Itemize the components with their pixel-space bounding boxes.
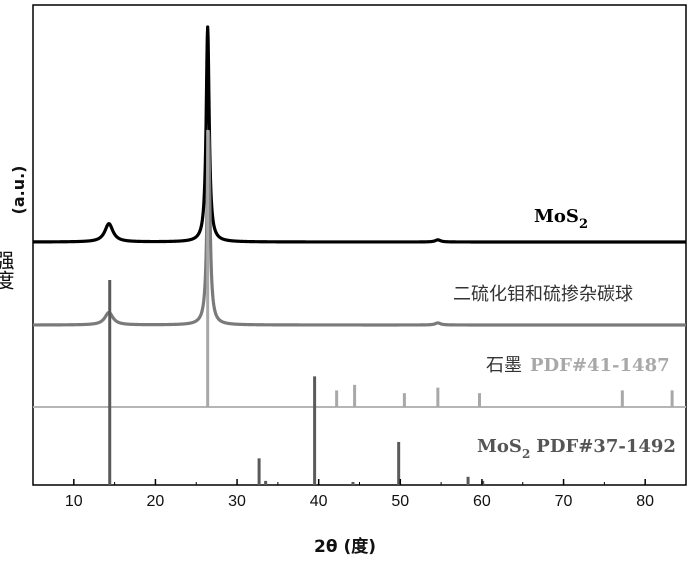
diffraction-curves [33, 27, 686, 325]
reference-label-mos2-text: MoS [477, 436, 522, 457]
x-tick-label: 60 [473, 493, 491, 510]
x-axis-ticks: 10 20 30 40 50 60 70 80 [33, 479, 686, 510]
reference-label-mos2-pdf: PDF#37-1492 [536, 436, 676, 457]
series-label-composite: 二硫化钼和硫掺杂碳球 [453, 284, 633, 305]
series-label-mos2-sub: 2 [579, 217, 588, 232]
reference-sticks [110, 130, 672, 485]
x-tick-label: 10 [65, 493, 83, 510]
series-line-mos2 [33, 27, 686, 242]
reference-label-graphite-pdf: PDF#41-1487 [530, 355, 670, 376]
reference-label-graphite: 石墨 PDF#41-1487 [486, 355, 670, 376]
x-tick-label: 30 [228, 493, 246, 510]
x-tick-label: 80 [636, 493, 654, 510]
reference-label-graphite-name: 石墨 [486, 355, 522, 376]
x-tick-label: 70 [555, 493, 573, 510]
y-axis-title: 强度 [0, 250, 15, 290]
x-tick-label: 40 [310, 493, 328, 510]
y-axis-unit: (a.u.) [9, 166, 28, 215]
x-tick-label: 20 [147, 493, 165, 510]
reference-label-mos2: MoS2 PDF#37-1492 [477, 436, 676, 461]
x-axis-title: 2θ (度) [314, 536, 376, 557]
x-tick-label: 50 [391, 493, 409, 510]
reference-label-mos2-sub: 2 [522, 447, 530, 461]
series-label-mos2-text: MoS [534, 206, 579, 227]
plot-frame [33, 5, 686, 485]
series-label-mos2: MoS2 [534, 206, 588, 232]
